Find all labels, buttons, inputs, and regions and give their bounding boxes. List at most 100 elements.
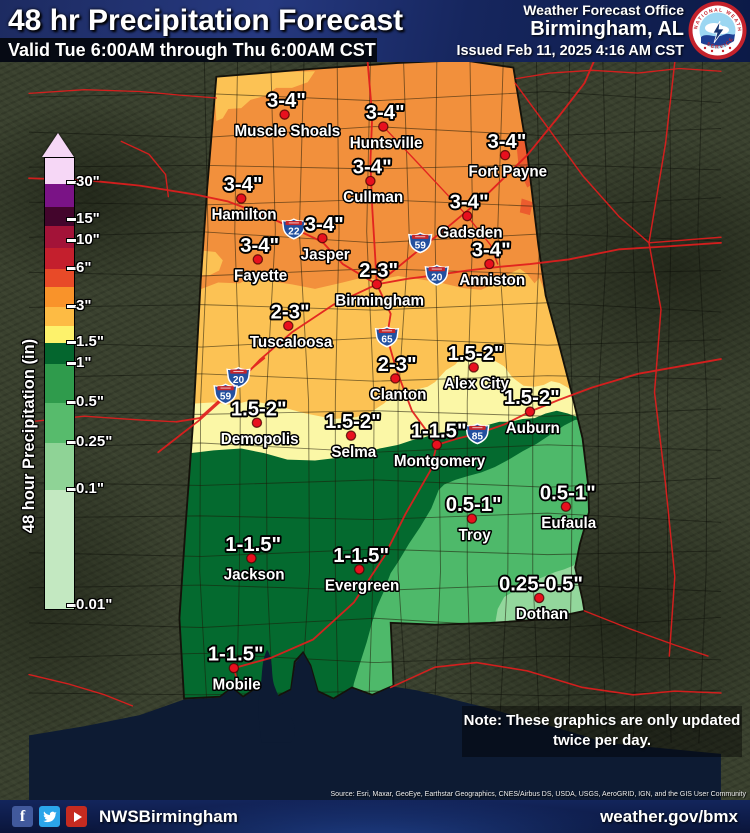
city-dot-icon [499,149,511,161]
precip-value-label: 0.5-1" [540,482,596,504]
mobile-bay-water [258,649,296,743]
city-name-label: Clanton [370,387,427,404]
road-outside-e2 [648,236,722,244]
legend-color-segment [45,443,74,490]
interstate-shield-icon: 59 [408,232,433,254]
city-marker: 0.25-0.5" Dothan [497,572,585,625]
office-line2: Birmingham, AL [530,18,684,40]
city-dot-icon [466,513,478,524]
social-block: f NWSBirmingham [12,800,238,833]
city-marker: 1-1.5" Mobile [206,642,266,695]
imagery-source-credit: Source: Esri, Maxar, GeoEye, Earthstar G… [330,791,746,798]
city-marker: 3-4" Anniston [458,238,527,291]
legend-tick-label: 0.5" [76,393,104,410]
city-marker: 1.5-2" Demopolis [219,396,300,449]
legend-color-segment [45,326,74,343]
precip-value-label: 1-1.5" [411,420,467,442]
road-outside-ne [515,67,722,80]
precip-value-label: 1-1.5" [225,534,281,556]
city-marker: 0.5-1" Eufaula [538,480,598,533]
city-marker: 1.5-2" Selma [323,409,383,462]
header-banner: 48 hr Precipitation Forecast Valid Tue 6… [0,0,750,62]
page-title: 48 hr Precipitation Forecast [8,4,404,37]
legend-tick-label: 0.1" [76,480,104,497]
precip-value-label: 3-4" [353,157,392,179]
city-name-label: Tuscaloosa [250,334,333,351]
city-name-label: Anniston [459,272,525,289]
legend-color-segment [45,226,74,248]
city-name-label: Hamilton [211,207,276,224]
interstate-shield-icon: 22 [281,218,306,240]
city-name-label: Demopolis [221,431,299,448]
city-dot-icon [252,254,264,265]
city-marker: 2-3" Birmingham [334,258,426,311]
city-name-label: Selma [331,444,376,461]
legend-color-segment [45,490,74,609]
city-marker: 3-4" Fort Payne [467,129,549,182]
precip-value-label: 3-4" [450,192,489,214]
city-dot-icon [378,121,389,132]
precip-value-label: 3-4" [472,240,511,262]
interstate-number: 20 [431,273,443,284]
legend-title: 48 hour Precipitation (in) [20,338,38,534]
legend-tick-mark [66,238,77,243]
city-markers: 3-4" Muscle Shoals 3-4" Huntsville 3-4" Fort … [206,88,598,695]
twitter-icon[interactable] [39,806,60,827]
legend-tick-mark [66,361,77,366]
city-dot-icon [228,662,240,674]
interstate-shield-icon: 65 [374,326,400,348]
legend-color-bar [44,157,75,610]
interstate-number: 65 [381,334,393,345]
precip-value-label: 1.5-2" [504,387,560,409]
city-name-label: Dothan [516,606,568,623]
city-dot-icon [431,439,443,451]
city-name-label: Mobile [213,676,261,693]
precip-value-label: 2-3" [378,354,417,376]
gulf-water [29,653,721,800]
legend-tick-label: 3" [76,297,92,314]
city-dot-icon [533,592,545,604]
precip-value-label: 1.5-2" [325,411,381,433]
city-name-label: Jackson [224,567,285,584]
legend-tick-mark [66,603,77,608]
city-marker: 1-1.5" Jackson [222,532,286,585]
legend-tick-mark [66,266,77,271]
city-name-label: Cullman [343,189,403,206]
city-name-label: Jasper [301,246,350,263]
city-dot-icon [390,373,401,384]
website-url[interactable]: weather.gov/bmx [600,807,738,826]
legend-tick-mark [66,217,77,222]
social-handle[interactable]: NWSBirmingham [99,806,238,826]
road-outside-nw [28,89,217,99]
office-line1: Weather Forecast Office [523,2,684,18]
road-coastal [389,661,722,696]
city-marker: 2-3" Tuscaloosa [248,300,334,353]
note-line1: Note: These graphics are only updated [463,712,741,729]
city-dot-icon [484,258,495,270]
city-marker: 1.5-2" Auburn [502,385,562,438]
road-i20-east [375,241,722,286]
precip-value-label: 0.5-1" [446,494,502,516]
legend-tick-mark [66,440,77,445]
facebook-icon[interactable]: f [12,806,33,827]
precip-value-label: 2-3" [271,301,310,323]
road-i65-north [366,62,378,286]
legend-color-segment [45,269,74,287]
city-dot-icon [461,210,473,222]
legend-tick-label: 15" [76,210,100,227]
legend-color-segment [45,248,74,269]
interstate-number: 59 [415,240,427,251]
legend-tick-label: 1.5" [76,333,104,350]
city-marker: 1-1.5" Evergreen [323,543,400,596]
precipitation-zones [179,62,590,699]
city-dot-icon [468,362,479,373]
precip-value-label: 3-4" [224,174,263,196]
forecast-map: 22 59 20 65 20 59 85 3-4" Muscle Shoals 3-4" Hunt… [0,62,750,800]
road-outside-se [583,610,709,657]
precip-value-label: 3-4" [267,90,306,112]
city-name-label: Fort Payne [469,163,548,180]
city-dot-icon [560,501,572,512]
legend-color-segment [45,403,74,443]
youtube-icon[interactable] [66,806,87,827]
road-outside-w2 [120,140,170,198]
